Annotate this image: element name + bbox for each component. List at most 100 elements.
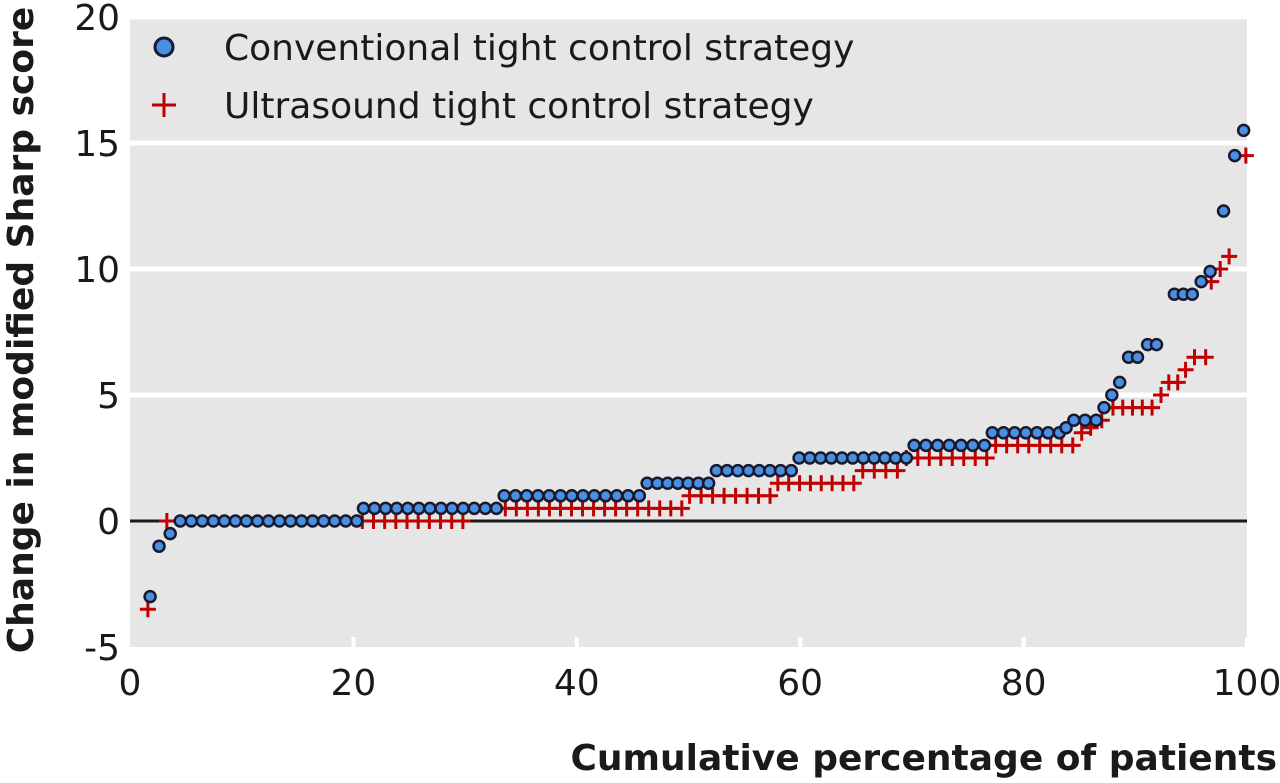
conventional-point — [531, 489, 545, 503]
conventional-point — [752, 463, 766, 478]
conventional-point — [1105, 388, 1119, 402]
conventional-point — [792, 451, 806, 465]
conventional-point — [1194, 274, 1208, 289]
conventional-point — [610, 489, 624, 503]
series-layer — [139, 123, 1254, 618]
conventional-point — [899, 451, 914, 465]
conventional-point — [163, 526, 177, 541]
conventional-point — [456, 501, 470, 516]
gridlines — [130, 14, 1249, 647]
conventional-point — [434, 501, 448, 516]
conventional-point — [228, 514, 243, 528]
conventional-point — [835, 451, 849, 465]
conventional-point — [888, 451, 903, 465]
conventional-point — [878, 451, 892, 465]
conventional-point — [1097, 400, 1111, 415]
conventional-point — [143, 589, 157, 604]
conventional-point — [942, 438, 957, 453]
conventional-point — [741, 463, 756, 478]
conventional-point — [195, 514, 210, 528]
conventional-point — [478, 501, 493, 516]
conventional-point — [553, 489, 568, 503]
conventional-point — [1227, 148, 1242, 163]
conventional-point — [294, 514, 309, 528]
y-tick-label: 0 — [97, 502, 120, 543]
conventional-point — [996, 426, 1011, 440]
conventional-point — [954, 438, 968, 453]
conventional-point — [338, 514, 353, 528]
conventional-point — [497, 489, 511, 503]
conventional-point — [1236, 123, 1251, 138]
conventional-point — [856, 451, 871, 465]
conventional-point — [378, 501, 393, 516]
legend-marker-conventional — [153, 36, 175, 58]
conventional-point — [565, 489, 579, 503]
plot-background — [130, 17, 1247, 647]
conventional-point — [824, 451, 839, 465]
conventional-point — [1078, 413, 1092, 427]
x-axis-title: Cumulative percentage of patients — [570, 738, 1277, 779]
y-tick-label: 5 — [97, 376, 120, 417]
conventional-point — [239, 514, 254, 528]
conventional-point — [1089, 413, 1103, 427]
conventional-point — [784, 463, 799, 478]
conventional-point — [467, 501, 481, 516]
conventional-point — [985, 426, 1000, 440]
conventional-point — [720, 463, 734, 478]
conventional-point — [701, 476, 716, 490]
conventional-point — [919, 438, 933, 453]
conventional-point — [773, 463, 788, 478]
conventional-point — [813, 451, 828, 465]
conventional-point — [1112, 375, 1127, 390]
conventional-point — [206, 514, 221, 528]
conventional-point — [1019, 426, 1033, 440]
series-conventional — [143, 123, 1251, 604]
conventional-point — [217, 514, 232, 528]
conventional-point — [1203, 264, 1217, 279]
conventional-point — [1185, 287, 1200, 301]
conventional-point — [709, 463, 724, 478]
conventional-point — [731, 463, 745, 478]
conventional-point — [763, 463, 777, 478]
conventional-point — [519, 489, 534, 503]
y-axis-ticks: -5 0 5 10 15 20 — [74, 0, 120, 669]
conventional-point — [966, 438, 980, 453]
x-tick-label: 20 — [330, 663, 376, 704]
y-tick-label: -5 — [84, 628, 120, 669]
x-tick-label: 40 — [554, 663, 600, 704]
conventional-point — [423, 501, 437, 516]
conventional-point — [367, 501, 382, 516]
conventional-point — [542, 489, 556, 503]
conventional-point — [977, 438, 992, 453]
conventional-point — [316, 514, 331, 528]
legend-label-conventional: Conventional tight control strategy — [224, 28, 854, 69]
conventional-point — [803, 451, 817, 465]
conventional-point — [173, 514, 188, 528]
x-tick-label: 0 — [119, 663, 142, 704]
conventional-point — [184, 514, 199, 528]
conventional-point — [632, 489, 647, 503]
y-tick-label: 15 — [74, 124, 120, 165]
x-tick-label: 100 — [1213, 663, 1280, 704]
x-axis-ticks: 0 20 40 60 80 100 — [119, 663, 1280, 704]
conventional-point — [1030, 426, 1044, 440]
x-tick-label: 80 — [1001, 663, 1047, 704]
conventional-point — [401, 501, 415, 516]
conventional-point — [1067, 413, 1081, 427]
conventional-point — [598, 489, 613, 503]
conventional-point — [272, 514, 287, 528]
conventional-point — [356, 501, 371, 516]
conventional-point — [907, 438, 921, 453]
conventional-point — [576, 489, 590, 503]
conventional-point — [621, 489, 635, 503]
conventional-point — [250, 514, 265, 528]
conventional-point — [283, 514, 298, 528]
conventional-point — [1059, 421, 1073, 435]
conventional-point — [350, 514, 364, 528]
conventional-point — [867, 451, 881, 465]
y-tick-label: 20 — [74, 0, 120, 39]
conventional-point — [412, 501, 426, 516]
conventional-point — [1216, 204, 1231, 218]
